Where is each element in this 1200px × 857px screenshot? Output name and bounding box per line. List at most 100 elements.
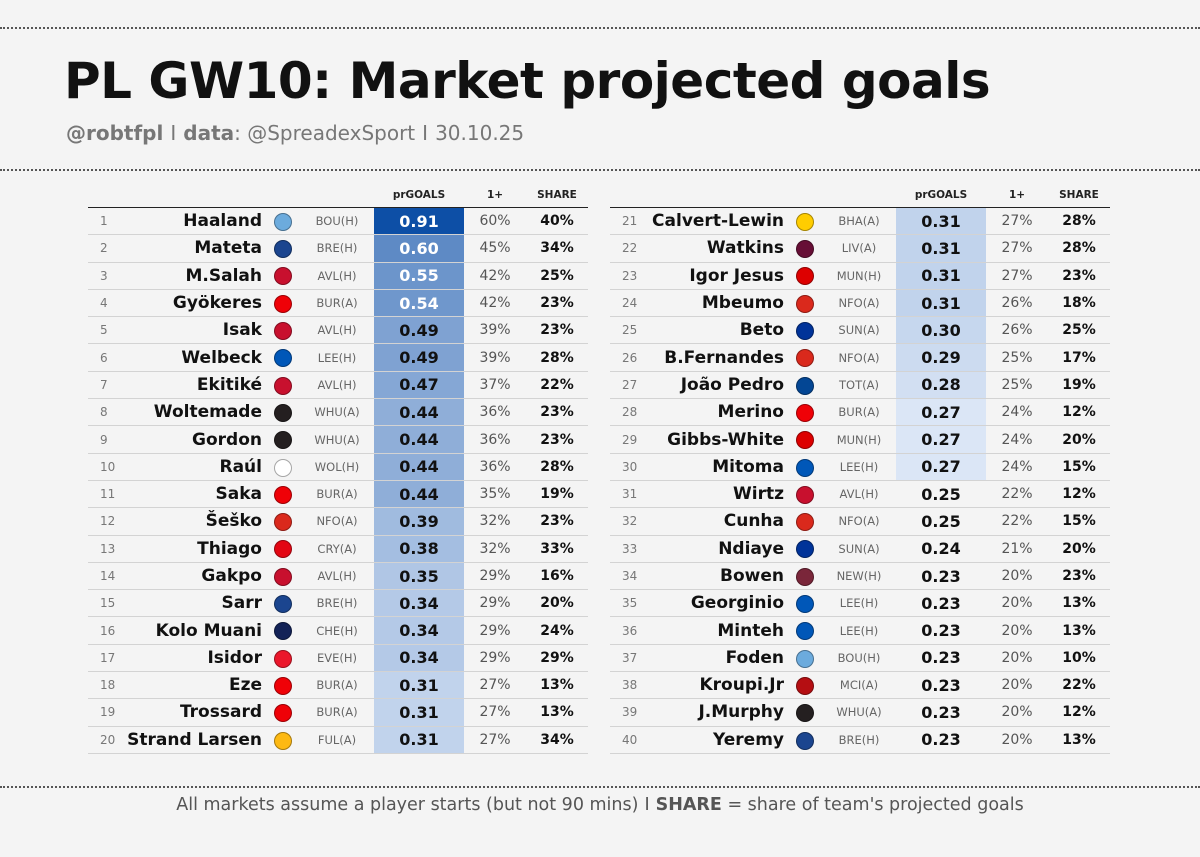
rank-cell: 20 bbox=[88, 726, 124, 754]
badge-cell bbox=[788, 343, 822, 372]
table-left: prGOALS 1+ SHARE 1 Haaland BOU(H) 0.91 60% 40… bbox=[88, 183, 588, 754]
one-plus-cell: 25% bbox=[986, 371, 1048, 400]
prgoals-cell: 0.60 bbox=[374, 234, 464, 263]
opponent-cell: LIV(A) bbox=[822, 234, 896, 263]
badge-cell bbox=[788, 698, 822, 727]
player-name: Saka bbox=[124, 480, 266, 509]
opponent-cell: CHE(H) bbox=[300, 616, 374, 645]
opponent-cell: BRE(H) bbox=[300, 234, 374, 263]
rank-cell: 30 bbox=[610, 453, 646, 481]
one-plus-cell: 27% bbox=[464, 671, 526, 700]
player-name: Sarr bbox=[124, 589, 266, 618]
rank-cell: 14 bbox=[88, 562, 124, 591]
col-header-one-plus: 1+ bbox=[464, 183, 526, 208]
team-badge-icon bbox=[274, 294, 292, 313]
share-cell: 23% bbox=[526, 289, 588, 318]
col-header-badge bbox=[266, 183, 300, 208]
player-name: Gyökeres bbox=[124, 289, 266, 318]
badge-cell bbox=[266, 262, 300, 290]
player-name: Georginio bbox=[646, 589, 788, 618]
table-row: 25 Beto SUN(A) 0.30 26% 25% bbox=[610, 316, 1110, 345]
team-badge-icon bbox=[796, 513, 814, 532]
opponent-cell: LEE(H) bbox=[822, 453, 896, 481]
share-cell: 13% bbox=[526, 671, 588, 700]
rank-cell: 33 bbox=[610, 535, 646, 563]
one-plus-cell: 32% bbox=[464, 535, 526, 563]
player-name: Isak bbox=[124, 316, 266, 345]
col-header-player bbox=[124, 183, 266, 208]
player-name: Kroupi.Jr bbox=[646, 671, 788, 700]
prgoals-cell: 0.31 bbox=[374, 671, 464, 700]
col-header-opponent bbox=[822, 183, 896, 208]
one-plus-cell: 22% bbox=[986, 480, 1048, 509]
table-row: 36 Minteh LEE(H) 0.23 20% 13% bbox=[610, 616, 1110, 645]
badge-cell bbox=[266, 589, 300, 618]
badge-cell bbox=[266, 234, 300, 263]
col-header-badge bbox=[788, 183, 822, 208]
opponent-cell: MUN(H) bbox=[822, 262, 896, 290]
team-badge-icon bbox=[796, 349, 814, 368]
one-plus-cell: 29% bbox=[464, 589, 526, 618]
one-plus-cell: 29% bbox=[464, 644, 526, 673]
badge-cell bbox=[788, 453, 822, 481]
col-header-prgoals: prGOALS bbox=[896, 183, 986, 208]
table-row: 3 M.Salah AVL(H) 0.55 42% 25% bbox=[88, 262, 588, 290]
player-name: Mbeumo bbox=[646, 289, 788, 318]
player-name: Woltemade bbox=[124, 398, 266, 427]
team-badge-icon bbox=[274, 540, 292, 559]
player-name: M.Salah bbox=[124, 262, 266, 290]
share-cell: 24% bbox=[526, 616, 588, 645]
top-divider bbox=[0, 27, 1200, 29]
badge-cell bbox=[788, 562, 822, 591]
player-name: Beto bbox=[646, 316, 788, 345]
rank-cell: 8 bbox=[88, 398, 124, 427]
opponent-cell: BUR(A) bbox=[300, 480, 374, 509]
opponent-cell: NFO(A) bbox=[822, 343, 896, 372]
opponent-cell: LEE(H) bbox=[300, 343, 374, 372]
team-badge-icon bbox=[274, 349, 292, 368]
opponent-cell: SUN(A) bbox=[822, 535, 896, 563]
prgoals-cell: 0.23 bbox=[896, 698, 986, 727]
one-plus-cell: 39% bbox=[464, 316, 526, 345]
opponent-cell: NFO(A) bbox=[300, 507, 374, 536]
one-plus-cell: 21% bbox=[986, 535, 1048, 563]
one-plus-cell: 36% bbox=[464, 425, 526, 454]
footer-divider bbox=[0, 786, 1200, 788]
table-row: 17 Isidor EVE(H) 0.34 29% 29% bbox=[88, 644, 588, 673]
prgoals-cell: 0.31 bbox=[374, 726, 464, 754]
player-name: Watkins bbox=[646, 234, 788, 263]
badge-cell bbox=[266, 425, 300, 454]
table-row: 28 Merino BUR(A) 0.27 24% 12% bbox=[610, 398, 1110, 427]
rank-cell: 9 bbox=[88, 425, 124, 454]
share-cell: 13% bbox=[526, 698, 588, 727]
col-header-share: SHARE bbox=[1048, 183, 1110, 208]
team-badge-icon bbox=[796, 485, 814, 504]
prgoals-cell: 0.23 bbox=[896, 616, 986, 645]
player-name: Thiago bbox=[124, 535, 266, 563]
one-plus-cell: 29% bbox=[464, 562, 526, 591]
opponent-cell: WHU(A) bbox=[822, 698, 896, 727]
one-plus-cell: 24% bbox=[986, 425, 1048, 454]
table-row: 12 Šeško NFO(A) 0.39 32% 23% bbox=[88, 507, 588, 536]
prgoals-cell: 0.29 bbox=[896, 343, 986, 372]
table-row: 9 Gordon WHU(A) 0.44 36% 23% bbox=[88, 425, 588, 454]
opponent-cell: AVL(H) bbox=[300, 262, 374, 290]
rank-cell: 34 bbox=[610, 562, 646, 591]
share-cell: 13% bbox=[1048, 616, 1110, 645]
rank-cell: 12 bbox=[88, 507, 124, 536]
opponent-cell: MCI(A) bbox=[822, 671, 896, 700]
opponent-cell: SUN(A) bbox=[822, 316, 896, 345]
share-cell: 25% bbox=[526, 262, 588, 290]
team-badge-icon bbox=[796, 540, 814, 559]
prgoals-cell: 0.23 bbox=[896, 562, 986, 591]
team-badge-icon bbox=[796, 403, 814, 422]
prgoals-cell: 0.44 bbox=[374, 453, 464, 481]
prgoals-cell: 0.23 bbox=[896, 589, 986, 618]
player-name: Mateta bbox=[124, 234, 266, 263]
share-cell: 15% bbox=[1048, 507, 1110, 536]
player-name: Minteh bbox=[646, 616, 788, 645]
opponent-cell: BUR(A) bbox=[300, 698, 374, 727]
badge-cell bbox=[788, 234, 822, 263]
team-badge-icon bbox=[796, 676, 814, 695]
player-name: Trossard bbox=[124, 698, 266, 727]
